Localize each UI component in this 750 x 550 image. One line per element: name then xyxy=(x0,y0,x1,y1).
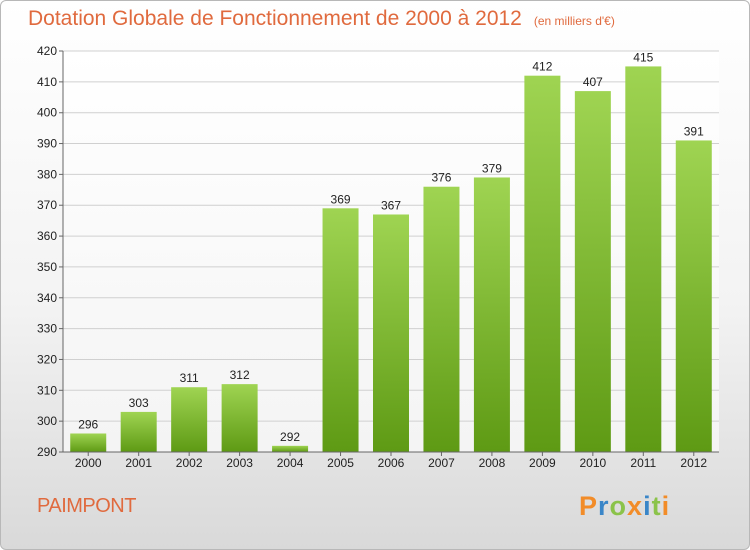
y-tick-label: 320 xyxy=(37,352,57,366)
y-tick-label: 370 xyxy=(37,198,57,212)
data-label-2005: 369 xyxy=(331,192,351,206)
y-tick-label: 360 xyxy=(37,229,57,243)
logo-letter: P xyxy=(579,491,599,521)
data-label-2004: 292 xyxy=(280,430,300,444)
chart-subtitle: (en milliers d'€) xyxy=(533,14,615,28)
x-tick-label: 2002 xyxy=(176,456,203,470)
logo-letter: o xyxy=(609,491,628,521)
y-tick-label: 390 xyxy=(37,137,57,151)
y-tick-label: 310 xyxy=(37,383,57,397)
data-label-2012: 391 xyxy=(684,124,704,138)
bar-2008 xyxy=(473,177,510,452)
place-name: PAIMPONT xyxy=(37,495,136,517)
bar-2010 xyxy=(574,91,611,452)
bar-2009 xyxy=(524,75,561,452)
chart-title: Dotation Globale de Fonctionnement de 20… xyxy=(28,7,615,31)
y-tick-label: 420 xyxy=(37,44,57,58)
x-tick-label: 2010 xyxy=(579,456,606,470)
data-label-2002: 311 xyxy=(180,371,199,385)
logo-letter: r xyxy=(598,491,610,521)
bar-2006 xyxy=(373,214,409,452)
data-label-2009: 412 xyxy=(532,60,552,74)
data-label-2003: 312 xyxy=(230,368,250,382)
x-axis-ticks: 2000 2001 2002 2003 2004 2005 2006 2007 2008 2009… xyxy=(75,452,707,470)
bar-2000 xyxy=(70,433,107,452)
x-tick-label: 2009 xyxy=(529,456,556,470)
x-tick-label: 2003 xyxy=(226,456,253,470)
y-tick-label: 300 xyxy=(37,414,57,428)
x-tick-label: 2012 xyxy=(680,456,707,470)
y-tick-label: 330 xyxy=(37,322,57,336)
data-label-2007: 376 xyxy=(431,171,451,185)
x-tick-label: 2008 xyxy=(479,456,506,470)
y-tick-label: 350 xyxy=(37,260,57,274)
logo-letter: t xyxy=(651,491,662,521)
data-label-2008: 379 xyxy=(482,161,502,175)
data-label-2001: 303 xyxy=(129,396,149,410)
y-tick-label: 340 xyxy=(37,291,57,305)
logo-letter: x xyxy=(627,491,644,521)
data-label-2006: 367 xyxy=(381,198,401,212)
bars xyxy=(70,66,712,452)
y-tick-label: 410 xyxy=(37,75,57,89)
data-label-2010: 407 xyxy=(583,75,603,89)
logo-letter: i xyxy=(661,491,671,521)
bar-2004 xyxy=(272,445,309,452)
x-tick-label: 2006 xyxy=(378,456,405,470)
y-axis-ticks: 290 300 310 320 330 340 350 360 370 380 390 400 410 4… xyxy=(37,44,63,459)
bar-2001 xyxy=(120,411,157,452)
y-tick-label: 400 xyxy=(37,106,57,120)
bar-2005 xyxy=(322,208,359,452)
x-tick-label: 2000 xyxy=(75,456,102,470)
bar-2011 xyxy=(625,66,662,452)
x-tick-label: 2005 xyxy=(327,456,354,470)
y-tick-label: 380 xyxy=(37,167,57,181)
y-tick-label: 290 xyxy=(37,445,57,459)
bar-2007 xyxy=(423,186,460,452)
data-labels: 296 303 311 312 292 369 367 376 379 412 407 415 391 xyxy=(78,50,704,443)
chart-title-text: Dotation Globale de Fonctionnement de 20… xyxy=(28,7,522,30)
x-tick-label: 2001 xyxy=(125,456,152,470)
proxiti-logo: Proxiti xyxy=(579,491,670,522)
x-tick-label: 2007 xyxy=(428,456,455,470)
bar-2003 xyxy=(221,384,258,452)
bar-2012 xyxy=(675,140,712,452)
bar-2002 xyxy=(171,387,208,452)
data-label-2000: 296 xyxy=(78,417,98,431)
data-label-2011: 415 xyxy=(633,50,653,64)
x-tick-label: 2004 xyxy=(277,456,304,470)
logo-letter: i xyxy=(643,491,652,521)
x-tick-label: 2011 xyxy=(630,456,656,470)
